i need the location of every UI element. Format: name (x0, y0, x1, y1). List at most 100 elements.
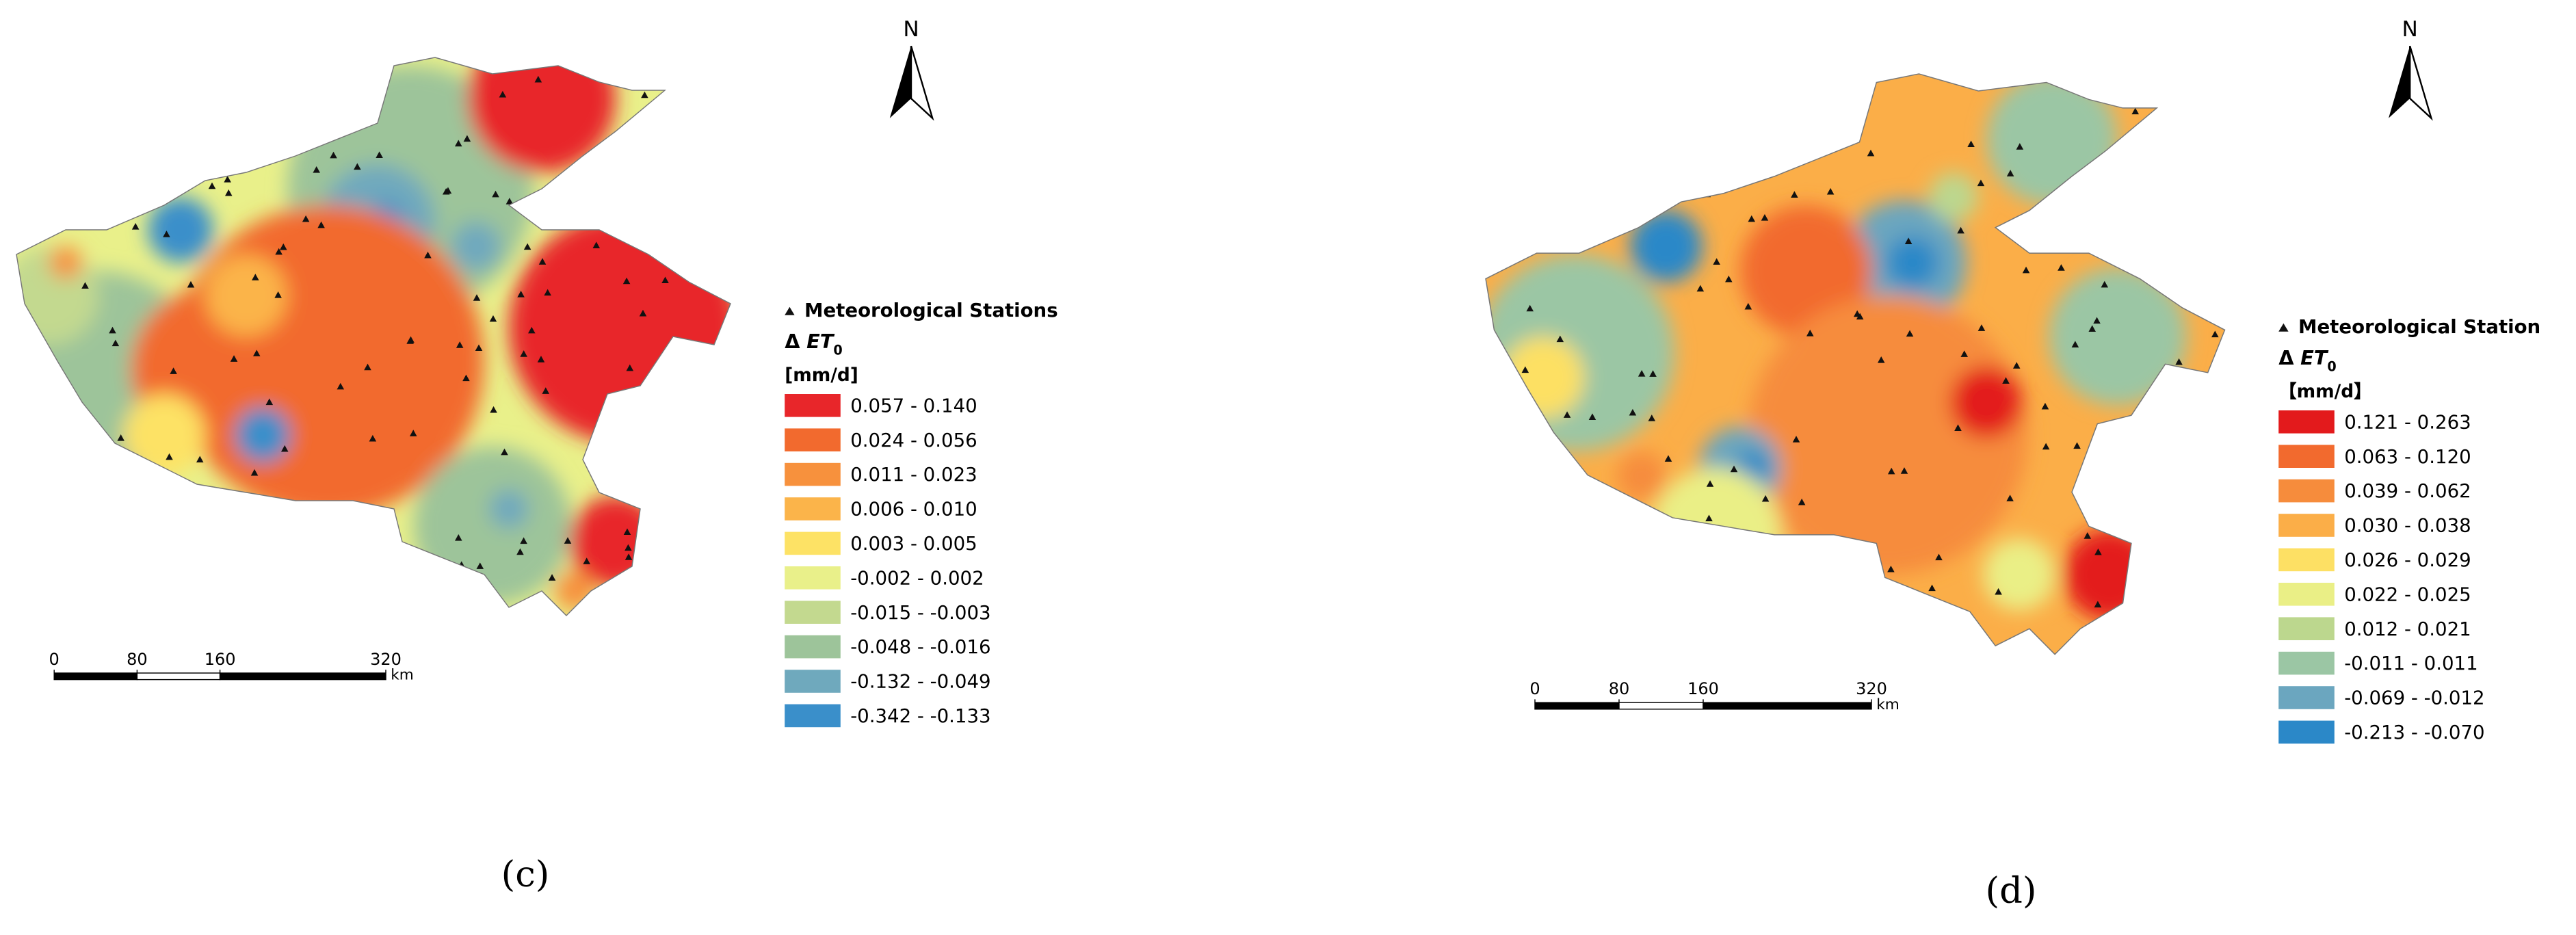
legend-unit: [mm/d] (785, 365, 858, 386)
scale-label: 160 (1687, 679, 1719, 698)
station (1951, 648, 1958, 655)
legend-swatch (2278, 651, 2335, 675)
station (625, 544, 632, 551)
station (1521, 366, 1529, 373)
station (2084, 532, 2092, 539)
station (109, 326, 116, 334)
station (579, 192, 586, 200)
station (1588, 413, 1596, 420)
legend-title-et: ET (2300, 346, 2329, 369)
station (111, 339, 120, 347)
station (475, 344, 483, 352)
scale-label: 320 (1856, 679, 1887, 698)
legend-label: -0.011 - 0.011 (2344, 652, 2478, 674)
station (2012, 362, 2021, 369)
station (330, 151, 337, 159)
map-zone (451, 222, 501, 272)
station (542, 387, 550, 394)
station (1646, 624, 1653, 631)
station (2180, 572, 2187, 579)
station (1657, 196, 1664, 203)
map-zone (49, 246, 83, 280)
station (1862, 649, 1869, 655)
station (2202, 133, 2209, 140)
station (2094, 601, 2102, 608)
map-zone (509, 213, 731, 444)
legend-station-symbol (785, 306, 795, 315)
legend-label: 0.039 - 0.062 (2344, 479, 2471, 502)
station (2092, 172, 2099, 179)
legend-swatch (2278, 686, 2335, 709)
legend-swatch (785, 394, 841, 417)
station (1977, 179, 1985, 187)
station (537, 356, 545, 363)
legend-swatch (2278, 479, 2335, 503)
station (280, 546, 289, 553)
station (265, 398, 274, 406)
legend-label: -0.015 - -0.003 (850, 601, 990, 624)
station (2187, 205, 2195, 213)
station (454, 140, 462, 147)
station (699, 181, 707, 188)
station (104, 505, 111, 512)
station (1556, 335, 1564, 343)
map-zone (1748, 295, 2027, 575)
station (2006, 170, 2014, 176)
station (650, 434, 658, 442)
station (36, 196, 44, 203)
station (650, 499, 657, 506)
station (68, 209, 76, 217)
station (1713, 258, 1720, 265)
legend-swatch (2278, 410, 2335, 434)
station (1761, 495, 1770, 502)
station (505, 198, 514, 205)
station (1658, 558, 1666, 565)
legend-label: 0.003 - 0.005 (850, 532, 977, 555)
station (1744, 302, 1752, 310)
station (520, 537, 527, 544)
station (317, 221, 325, 228)
station (473, 294, 481, 301)
station (623, 528, 631, 536)
legend-label: 0.024 - 0.056 (850, 429, 977, 451)
station (1806, 330, 1814, 337)
scale-segment (1534, 702, 1620, 710)
station (625, 553, 633, 560)
station (630, 81, 638, 89)
station (1586, 622, 1594, 629)
legend-swatch (2278, 548, 2335, 572)
map-zone (2049, 267, 2187, 406)
legend-label: -0.048 - -0.016 (850, 635, 990, 658)
station (86, 66, 94, 74)
station (158, 134, 166, 141)
station (1749, 159, 1757, 166)
legend-label: 0.121 - 0.263 (2344, 410, 2471, 433)
station (337, 382, 345, 390)
legend-swatch (785, 497, 841, 521)
station (2088, 325, 2096, 332)
station (1853, 606, 1861, 613)
station (592, 241, 601, 248)
station (1605, 188, 1614, 196)
station (83, 120, 91, 127)
map-zone (235, 407, 291, 463)
map-zones (16, 57, 731, 611)
map-zone (468, 57, 616, 173)
station (2140, 93, 2148, 101)
station (659, 363, 668, 371)
station (280, 243, 287, 250)
station (1706, 480, 1714, 487)
legend-label: 0.063 - 0.120 (2344, 445, 2471, 468)
station (155, 586, 163, 594)
legend-swatch (2278, 445, 2335, 468)
station (1553, 520, 1561, 527)
north-arrow-left (2389, 46, 2410, 118)
legend-title-sub: 0 (833, 342, 842, 358)
station (54, 135, 62, 142)
station (544, 289, 551, 296)
station (2006, 495, 2014, 501)
legend-label: -0.132 - -0.049 (850, 670, 990, 693)
station (1627, 607, 1635, 614)
station (2201, 578, 2209, 585)
